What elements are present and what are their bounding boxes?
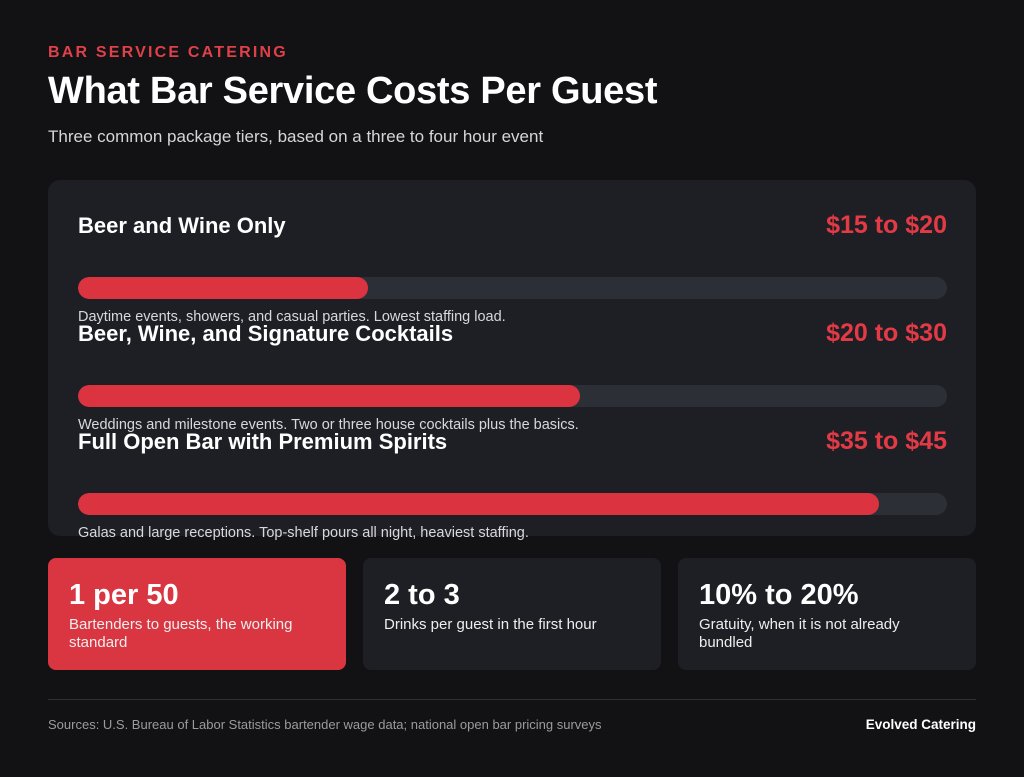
tier-description: Weddings and milestone events. Two or th… [78, 417, 579, 433]
tier-label: Beer and Wine Only [78, 213, 286, 238]
footer-divider [48, 699, 976, 700]
stat-value: 2 to 3 [384, 579, 460, 611]
bar-track [78, 385, 947, 407]
page-title: What Bar Service Costs Per Guest [48, 70, 658, 112]
tier-label: Beer, Wine, and Signature Cocktails [78, 321, 454, 346]
tier-price-range: $20 to $30 [826, 319, 947, 347]
tier-label: Full Open Bar with Premium Spirits [78, 429, 448, 454]
stat-card-gratuity: 10% to 20% Gratuity, when it is not alre… [678, 558, 976, 670]
tier-price-range: $35 to $45 [826, 427, 947, 455]
bar-fill [78, 385, 581, 407]
bar-fill [78, 277, 368, 299]
stat-label: Drinks per guest in the first hour [384, 616, 597, 633]
bar-track [78, 277, 947, 299]
sources-note: Sources: U.S. Bureau of Labor Statistics… [48, 717, 602, 732]
page-subtitle: Three common package tiers, based on a t… [48, 127, 544, 146]
stat-card-bartender-ratio: 1 per 50 Bartenders to guests, the worki… [48, 558, 346, 670]
bar-track [78, 493, 947, 515]
stat-label: Gratuity, when it is not already bundled [699, 616, 900, 651]
pricing-chart-card: Beer and Wine Only $15 to $20 Daytime ev… [48, 180, 976, 541]
stat-card-drinks-per-guest: 2 to 3 Drinks per guest in the first hou… [363, 558, 661, 670]
stat-label: Bartenders to guests, the working standa… [69, 616, 293, 651]
brand-name: Evolved Catering [865, 717, 976, 732]
tier-description: Daytime events, showers, and casual part… [78, 309, 506, 325]
tier-description: Galas and large receptions. Top-shelf po… [78, 525, 529, 541]
bar-fill [78, 493, 880, 515]
stat-value: 1 per 50 [69, 579, 179, 611]
stat-value: 10% to 20% [699, 579, 859, 611]
eyebrow-label: BAR SERVICE CATERING [48, 44, 288, 61]
tier-price-range: $15 to $20 [826, 211, 947, 239]
